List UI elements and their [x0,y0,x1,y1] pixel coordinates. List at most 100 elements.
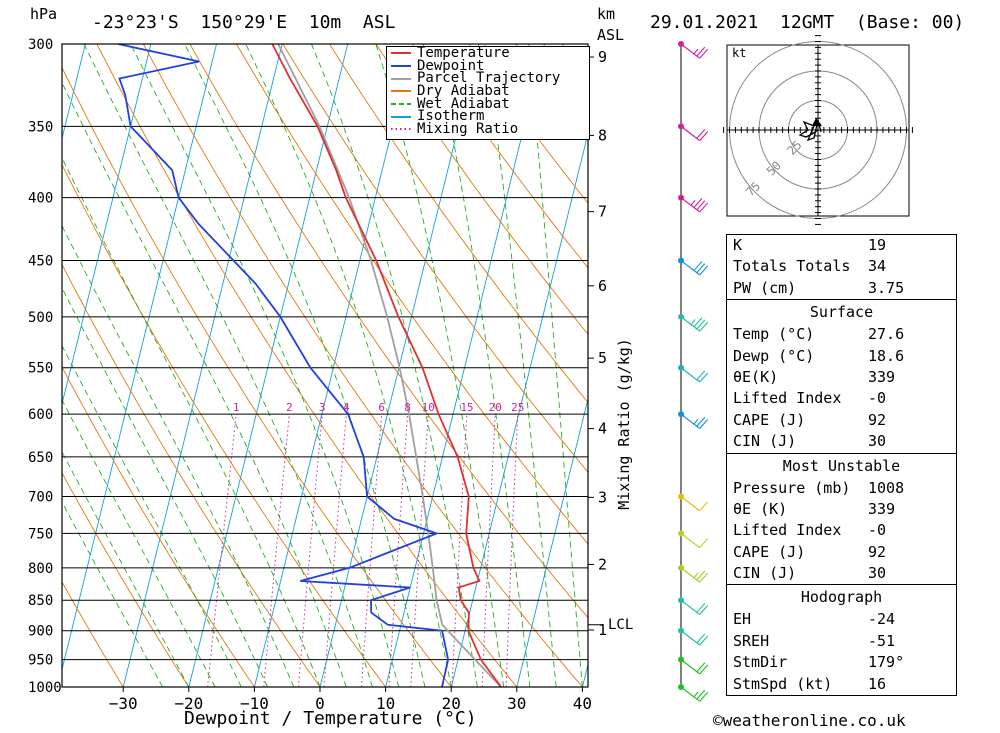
dry-adiabat-line [62,580,124,687]
mu-cin-value: 30 [868,564,887,583]
mixing-ratio-label: 15 [460,401,473,414]
isotherm-line [122,44,283,687]
k-label: K [733,236,743,254]
mu-li-value: -0 [868,521,887,540]
x-tick-label: −10 [240,694,269,713]
height-tick-label: 2 [598,555,607,573]
wind-barb-flag [699,131,709,141]
wet-adiabat-line [433,44,531,687]
mu-pres-value: 1008 [868,478,905,497]
dry-adiabat-line [143,44,583,687]
wind-barb-flag [696,602,706,613]
wind-barb-flag [693,261,703,271]
x-tick-label: −30 [109,694,138,713]
mu-li-label: Lifted Index [733,521,842,540]
wind-barb-flag [699,605,709,615]
s-theta-label: θE(K) [733,367,779,386]
wind-barb-shaft [680,532,701,549]
height-tick-label: 3 [598,488,607,506]
hodograph-unit: kt [732,46,746,60]
hodograph-trace [798,119,822,142]
wind-barb-shaft [680,686,701,702]
s-temp-value: 27.6 [868,325,905,344]
wet-adiabat-line [62,286,268,687]
s-cin-value: 30 [868,432,887,451]
wind-barb-shaft [680,316,701,332]
isobar-grid [62,44,588,687]
wind-barb-shaft [680,413,701,429]
x-axis-label: Dewpoint / Temperature (°C) [184,708,477,729]
pressure-tick-label: 600 [28,407,53,423]
legend-swatch [391,65,411,68]
credit-text[interactable]: ©weatheronline.co.uk [713,711,906,730]
mixing-ratio-label: 1 [233,401,240,414]
tt-value: 34 [868,257,887,276]
dry-adiabat-line [422,44,588,269]
legend-label: Temperature [417,45,510,61]
wind-barb-shaft [680,367,701,383]
pressure-tick-label: 800 [28,561,53,577]
x-tick-label: 10 [376,694,395,713]
wind-barb-flag [696,46,706,57]
plot-frame [61,43,589,688]
wind-barb-shaft [680,125,701,142]
s-theta-value: 339 [868,367,896,386]
s-cin-label: CIN (J) [733,432,797,451]
legend-item: Isotherm [387,110,589,123]
wind-barb-flag [699,321,709,332]
lcl-label: LCL [608,617,633,633]
wind-barb-flag [699,265,709,276]
legend-label: Mixing Ratio [417,121,519,138]
wind-barb-flag [699,501,709,512]
mixing-ratio-line [388,414,409,687]
wind-barb-flag [699,635,709,646]
eh-value: -24 [868,610,896,629]
isotherm-line [62,44,86,141]
wind-barb-flag [696,633,706,644]
s-li-value: -0 [868,389,887,408]
mu-title: Most Unstable [727,452,956,478]
mixing-ratio-line [451,414,468,687]
mixing-ratio-line [410,414,429,687]
mu-theta-value: 339 [868,499,896,518]
wind-barb-flag [696,570,706,581]
wind-barb-flag [696,416,706,427]
mu-theta-label: θE (K) [733,499,788,518]
pressure-tick-label: 650 [28,450,53,466]
mixing-ratio-line [207,414,237,687]
height-tick-label: 9 [598,48,607,66]
wet-adiabat-line [375,44,505,687]
x-tick-label: 20 [442,694,461,713]
wind-barb-shaft [680,197,701,213]
wind-barb-flag [696,319,706,330]
legend-item: Dry Adiabat [387,84,589,98]
wind-barb-flag [699,691,709,702]
isotherm-line [450,131,588,687]
dry-adiabat-line [62,471,190,687]
mixing-ratio-line [323,414,347,687]
dewpoint-line [117,44,450,687]
k-value: 19 [868,236,887,254]
isotherm-line [62,44,152,406]
wind-profile [678,41,709,702]
mixing-ratio-label: 2 [286,401,293,414]
mu-cin-label: CIN (J) [733,564,797,583]
sreh-value: -51 [868,631,896,650]
dry-adiabat-line [375,44,588,336]
mixing-ratio-line [481,414,496,687]
s-li-label: Lifted Index [733,389,842,408]
wind-barb-shaft [680,260,701,276]
legend-label: Dewpoint [417,57,485,74]
wind-barb-half [693,572,699,579]
wet-adiabat-line [528,44,583,687]
wind-barb-flag [696,370,706,381]
wind-barb-flag [696,689,706,700]
wind-barb-half [693,48,699,55]
pressure-tick-label: 850 [28,593,53,609]
axes: 1 2 3 4 6 8 10 15 20 2530035040045050055060065070… [28,37,633,713]
dry-adiabat-line [62,163,386,687]
s-cape-label: CAPE (J) [733,410,806,429]
surface-title: Surface [727,299,956,324]
